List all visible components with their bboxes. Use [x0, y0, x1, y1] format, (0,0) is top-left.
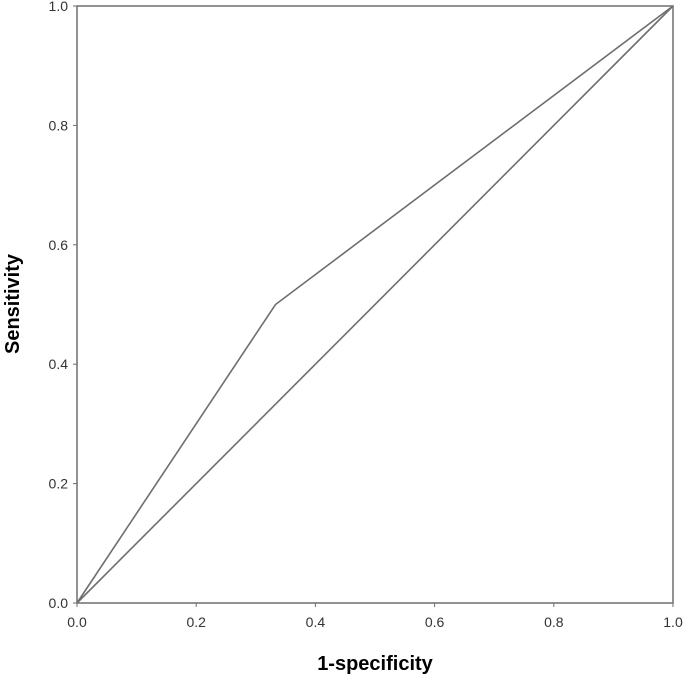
x-axis-ticks: 0.0 0.2 0.4 0.6 0.8 1.0 — [67, 603, 683, 630]
y-axis-title: Sensitivity — [2, 253, 24, 354]
y-tick-label: 0.2 — [49, 476, 69, 492]
y-tick-label: 0.6 — [49, 237, 69, 253]
x-tick-label: 0.0 — [67, 614, 87, 630]
x-tick-label: 1.0 — [663, 614, 683, 630]
roc-curve-line — [76, 5, 674, 604]
x-tick-label: 0.4 — [306, 614, 326, 630]
series-group — [76, 5, 674, 604]
plot-frame — [76, 5, 674, 604]
x-tick-label: 0.2 — [186, 614, 206, 630]
y-axis-ticks: 0.0 0.2 0.4 0.6 0.8 1.0 — [49, 0, 77, 611]
x-axis-title: 1-specificity — [317, 653, 433, 675]
y-tick-label: 0.0 — [49, 595, 69, 611]
x-tick-label: 0.8 — [544, 614, 564, 630]
y-tick-label: 1.0 — [49, 0, 69, 14]
y-tick-label: 0.4 — [49, 356, 69, 372]
x-tick-label: 0.6 — [425, 614, 445, 630]
y-tick-label: 0.8 — [49, 117, 69, 133]
reference-diagonal-line — [76, 5, 674, 604]
